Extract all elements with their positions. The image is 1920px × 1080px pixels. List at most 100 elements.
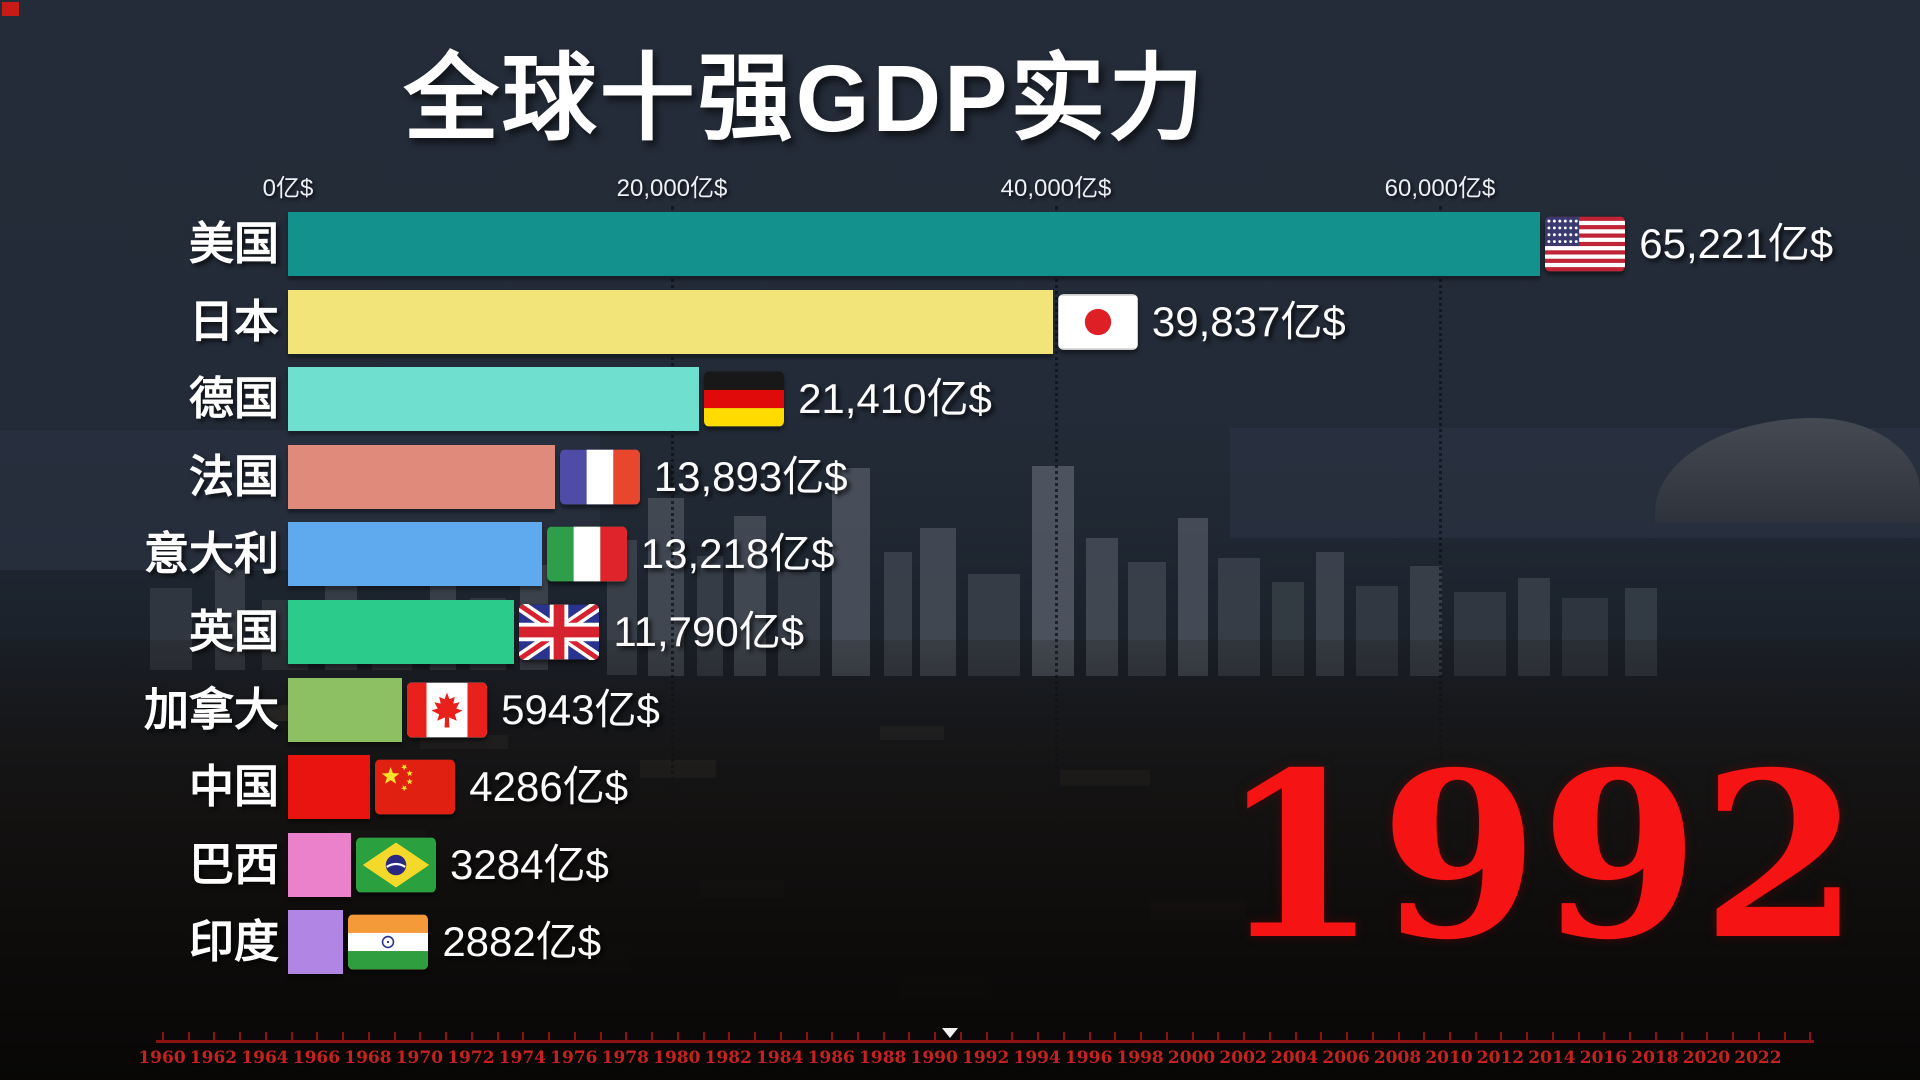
timeline-year-label: 2002 (1219, 1048, 1267, 1068)
timeline-year-label: 1972 (447, 1048, 495, 1068)
gdp-bar (288, 677, 402, 742)
timeline-tick (1243, 1032, 1246, 1041)
timeline-tick (419, 1032, 422, 1041)
timeline-tick (1474, 1032, 1477, 1041)
timeline-tick (393, 1032, 396, 1041)
timeline-tick (1217, 1032, 1220, 1041)
timeline-year-label: 1988 (859, 1048, 907, 1068)
germany-flag-icon (704, 371, 785, 427)
timeline-tick (1346, 1032, 1349, 1041)
uk-flag-icon (519, 604, 600, 660)
country-label: 德国 (188, 373, 279, 425)
timeline-tick (702, 1032, 705, 1041)
france-flag-icon (559, 449, 640, 505)
timeline-year-label: 1982 (704, 1048, 752, 1068)
timeline-tick (162, 1032, 164, 1041)
timeline-tick (1706, 1032, 1709, 1041)
timeline-year-label: 1968 (344, 1048, 392, 1068)
x-axis-tick-label: 40,000亿$ (1000, 175, 1112, 202)
timeline-year-label: 2012 (1476, 1048, 1525, 1068)
timeline-tick (1062, 1032, 1065, 1041)
timeline-tick (1680, 1032, 1683, 1041)
timeline-year-label: 1964 (241, 1048, 289, 1068)
timeline-tick (1732, 1032, 1735, 1041)
timeline-year-label: 1970 (395, 1048, 444, 1068)
country-label: 美国 (188, 218, 279, 269)
timeline-year-label: 1974 (498, 1048, 547, 1068)
timeline-tick (1294, 1032, 1297, 1041)
timeline-year-label: 2020 (1682, 1048, 1731, 1068)
timeline-tick (1654, 1032, 1657, 1041)
country-label: 巴西 (188, 838, 279, 890)
timeline-tick (264, 1032, 267, 1041)
timeline-tick (805, 1032, 808, 1041)
timeline-tick (573, 1032, 576, 1041)
timeline-tick (856, 1032, 859, 1041)
country-label: 加拿大 (143, 683, 279, 735)
china-flag-icon (375, 759, 456, 815)
gdp-bar (288, 212, 1540, 276)
timeline-year-label: 2000 (1167, 1048, 1216, 1068)
timeline-year-label: 1980 (653, 1048, 701, 1068)
timeline-tick (985, 1032, 988, 1041)
value-label: 13,218亿$ (640, 530, 835, 578)
timeline-tick (342, 1032, 345, 1041)
timeline-tick (1191, 1032, 1194, 1041)
timeline-tick (1809, 1032, 1812, 1041)
timeline-tick (367, 1032, 370, 1041)
gdp-bar (288, 444, 555, 509)
timeline-tick (470, 1032, 473, 1041)
country-label: 英国 (188, 606, 279, 657)
timeline-year-label: 1990 (910, 1048, 958, 1068)
timeline-tick (754, 1032, 757, 1041)
gdp-bar (288, 522, 542, 587)
timeline-tick (882, 1032, 885, 1041)
italy-flag-icon (546, 526, 627, 582)
timeline-tick (1629, 1032, 1632, 1041)
gridline (670, 206, 674, 818)
usa-flag-icon (1545, 216, 1626, 272)
timeline-tick (1783, 1032, 1786, 1041)
timeline-tick (1526, 1032, 1529, 1041)
india-flag-icon (348, 914, 429, 970)
timeline-tick (625, 1032, 628, 1041)
country-label: 日本 (188, 295, 279, 347)
timeline-tick (1551, 1032, 1554, 1041)
country-label: 中国 (188, 761, 279, 813)
timeline-tick (213, 1032, 216, 1041)
value-label: 11,790亿$ (613, 608, 805, 655)
timeline-tick (445, 1032, 448, 1041)
timeline-tick (1088, 1032, 1091, 1041)
timeline-year-label: 1996 (1064, 1048, 1113, 1068)
gdp-bar (288, 600, 514, 664)
timeline-year-label: 1992 (962, 1048, 1010, 1068)
timeline-year-label: 1966 (292, 1048, 341, 1068)
timeline-tick (1037, 1032, 1040, 1041)
timeline-year-label: 1994 (1013, 1048, 1061, 1068)
value-label: 2882亿$ (442, 918, 602, 966)
corner-red-mark (2, 2, 19, 16)
timeline-year-label: 1976 (550, 1048, 598, 1068)
gdp-bar (288, 289, 1053, 354)
timeline-year-label: 2016 (1579, 1048, 1628, 1068)
timeline-tick (1577, 1032, 1580, 1041)
japan-flag-icon (1057, 293, 1138, 350)
timeline-tick (496, 1032, 499, 1041)
timeline-tick (1757, 1032, 1760, 1041)
gridline (1054, 206, 1058, 818)
timeline-year-label: 2006 (1322, 1048, 1370, 1068)
timeline-year-label: 2022 (1734, 1048, 1782, 1068)
value-label: 13,893亿$ (653, 452, 848, 500)
timeline-year-label: 2014 (1528, 1048, 1576, 1068)
timeline-tick (290, 1032, 293, 1041)
timeline-tick (831, 1032, 834, 1041)
country-label: 印度 (188, 916, 279, 968)
timeline-tick (239, 1032, 242, 1041)
timeline-tick (1603, 1032, 1606, 1041)
timeline-tick (522, 1032, 525, 1041)
value-label: 5943亿$ (501, 685, 660, 733)
timeline-year-label: 1986 (807, 1048, 855, 1068)
timeline-tick (1500, 1032, 1503, 1041)
timeline-year-label: 1978 (601, 1048, 649, 1068)
